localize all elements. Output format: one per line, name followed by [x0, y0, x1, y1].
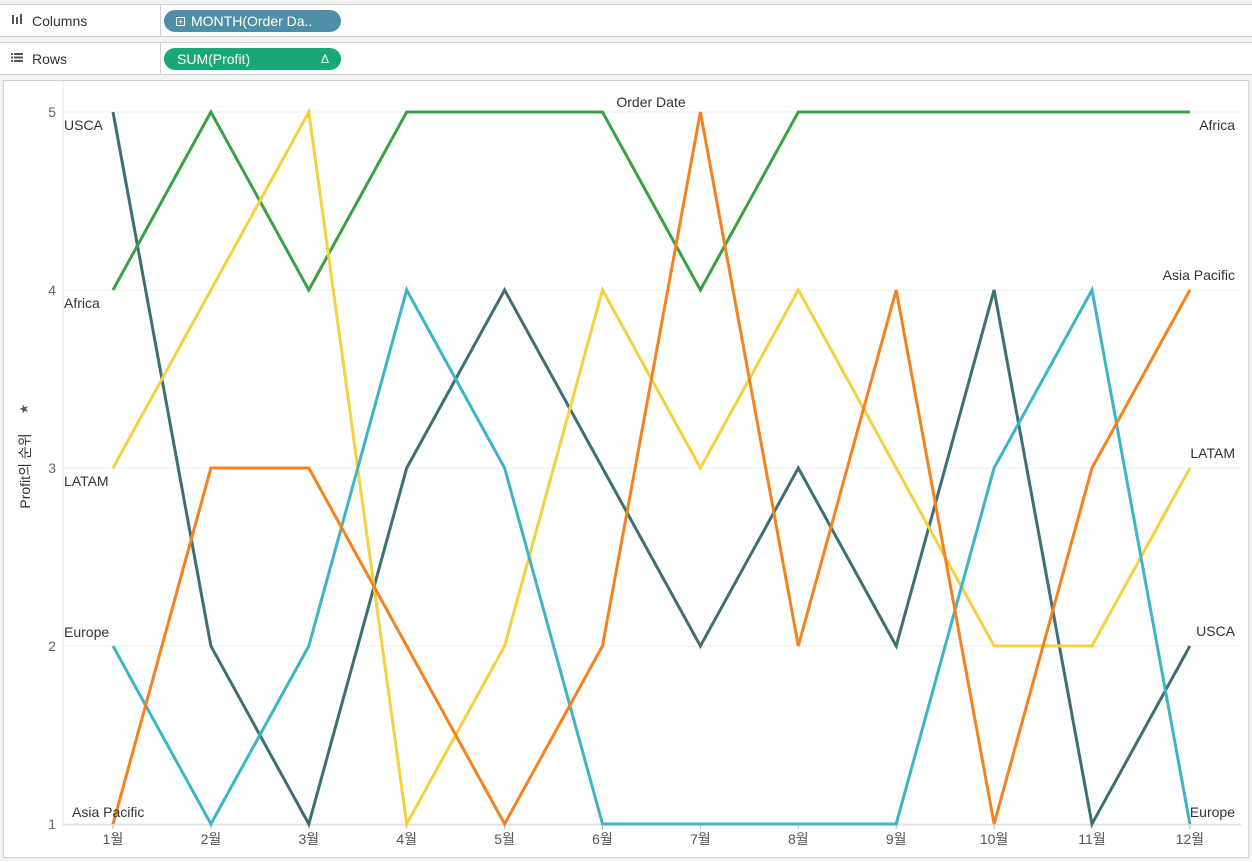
series-line[interactable] — [111, 108, 1190, 294]
chart-title: Order Date — [616, 94, 685, 110]
pin-icon: ★ — [17, 404, 31, 415]
columns-shelf-label: Columns — [0, 5, 161, 36]
x-tick-label: 2월 — [201, 831, 222, 847]
x-tick-label: 7월 — [690, 831, 711, 847]
series-end-label: Europe — [1190, 804, 1235, 820]
series-start-label: Europe — [64, 624, 109, 640]
x-tick-label: 8월 — [788, 831, 809, 847]
y-tick-label: 5 — [48, 104, 56, 120]
x-tick-label: 10월 — [980, 831, 1008, 847]
series-end-label: USCA — [1196, 623, 1236, 639]
y-tick-label: 1 — [48, 816, 56, 832]
expand-icon[interactable]: + — [176, 16, 185, 27]
x-tick-label: 1월 — [103, 831, 124, 847]
x-tick-label: 9월 — [886, 831, 907, 847]
rows-shelf: Rows SUM(Profit) Δ — [0, 42, 1252, 75]
columns-shelf: Columns + MONTH(Order Da.. — [0, 4, 1252, 37]
table-calc-delta-icon: Δ — [320, 52, 329, 66]
line-chart: 1 2 3 4 5 1월 2월 3월 4월 5월 6월 7월 8월 9월 10월 11월 12월 Order Da… — [17, 81, 1241, 847]
columns-icon — [10, 13, 24, 28]
series-start-label: Asia Pacific — [72, 804, 144, 820]
series-end-label: LATAM — [1190, 445, 1235, 461]
series-end-label: Asia Pacific — [1163, 267, 1235, 283]
x-tick-label: 5월 — [494, 831, 515, 847]
y-tick-label: 2 — [48, 638, 56, 654]
chart-area: 1 2 3 4 5 1월 2월 3월 4월 5월 6월 7월 8월 9월 10월 11월 12월 Order Da… — [3, 80, 1249, 858]
rows-pill-text: SUM(Profit) — [177, 51, 251, 67]
x-tick-label: 11월 — [1078, 831, 1105, 847]
series-line[interactable] — [111, 111, 1192, 828]
y-tick-label: 4 — [48, 282, 56, 298]
series-start-label: LATAM — [64, 473, 109, 489]
series-start-label: Africa — [64, 295, 100, 311]
x-tick-label: 6월 — [592, 831, 613, 847]
rows-icon — [10, 51, 24, 66]
rows-shelf-label: Rows — [0, 43, 161, 74]
series-start-label: USCA — [64, 117, 104, 133]
series-line[interactable] — [111, 285, 1192, 828]
rows-label-text: Rows — [32, 50, 68, 67]
series-end-label: Africa — [1199, 117, 1235, 133]
x-tick-label: 4월 — [396, 831, 417, 847]
x-tick-label: 12월 — [1176, 831, 1204, 847]
columns-label-text: Columns — [32, 12, 88, 29]
sum-profit-pill[interactable]: SUM(Profit) Δ — [164, 48, 341, 70]
x-tick-label: 3월 — [298, 831, 319, 847]
month-order-date-pill[interactable]: + MONTH(Order Da.. — [164, 10, 341, 32]
series-line[interactable] — [111, 111, 1192, 829]
y-axis-label: Profit의 순위 — [17, 433, 33, 508]
columns-pill-text: MONTH(Order Da.. — [191, 13, 313, 29]
y-tick-label: 3 — [48, 460, 56, 476]
